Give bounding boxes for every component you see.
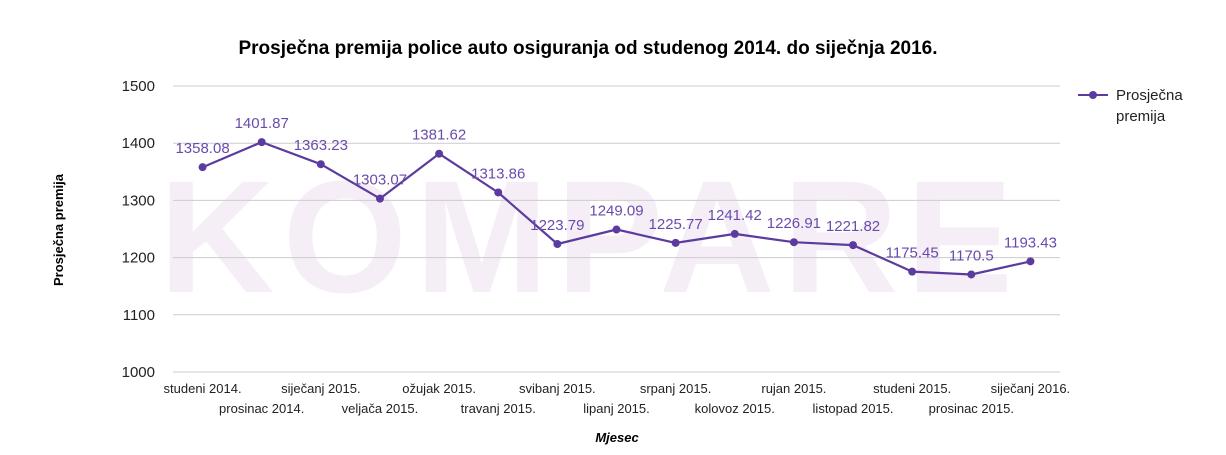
data-label: 1241.42 xyxy=(708,207,762,224)
legend-marker xyxy=(1089,91,1097,99)
x-tick-label: studeni 2015. xyxy=(873,381,951,396)
x-tick-label: rujan 2015. xyxy=(761,381,826,396)
legend-label-line-2: premija xyxy=(1116,108,1166,125)
chart-title: Prosječna premija police auto osiguranja… xyxy=(238,38,937,59)
x-tick-label: siječanj 2015. xyxy=(281,381,361,396)
data-point xyxy=(612,225,621,234)
data-label: 1313.86 xyxy=(471,165,525,182)
data-point xyxy=(257,138,266,147)
x-tick-label: prosinac 2014. xyxy=(219,401,304,416)
y-axis-ticks: 1000 1100 1200 1300 1400 1500 xyxy=(122,78,155,381)
y-tick-label: 1400 xyxy=(122,135,155,152)
data-label: 1381.62 xyxy=(412,127,466,144)
data-label: 1363.23 xyxy=(294,137,348,154)
data-point xyxy=(908,267,917,276)
data-point xyxy=(730,229,739,238)
data-point xyxy=(553,239,562,248)
y-axis-title: Prosječna premija xyxy=(51,173,66,286)
legend: Prosječna premija xyxy=(1078,87,1183,125)
data-label: 1226.91 xyxy=(767,215,821,232)
y-tick-label: 1100 xyxy=(123,307,155,324)
data-point xyxy=(316,160,325,169)
x-tick-label: svibanj 2015. xyxy=(519,381,596,396)
data-point xyxy=(198,163,207,172)
data-point xyxy=(375,194,384,203)
x-tick-label: studeni 2014. xyxy=(164,381,242,396)
x-tick-label: lipanj 2015. xyxy=(583,401,650,416)
data-label: 1223.79 xyxy=(530,217,584,234)
data-point xyxy=(849,241,858,250)
y-tick-label: 1300 xyxy=(122,192,155,209)
data-labels: 1358.08 1401.87 1363.23 1303.07 1381.62 1313.… xyxy=(175,115,1057,264)
data-label: 1358.08 xyxy=(175,140,229,157)
data-point xyxy=(1026,257,1035,266)
x-tick-label: srpanj 2015. xyxy=(640,381,712,396)
y-tick-label: 1000 xyxy=(122,364,155,381)
legend-label-line-1: Prosječna xyxy=(1116,87,1183,104)
data-point xyxy=(967,270,976,279)
data-label: 1303.07 xyxy=(353,172,407,189)
x-tick-label: listopad 2015. xyxy=(813,401,894,416)
data-label: 1401.87 xyxy=(235,115,289,132)
data-label: 1170.5 xyxy=(949,247,994,264)
gridlines xyxy=(173,85,1060,373)
x-tick-label: veljača 2015. xyxy=(342,401,419,416)
data-label: 1193.43 xyxy=(1004,234,1057,251)
data-point xyxy=(494,188,503,197)
data-point xyxy=(789,238,798,247)
x-axis-title: Mjesec xyxy=(595,430,639,445)
x-tick-label: travanj 2015. xyxy=(461,401,536,416)
x-tick-label: prosinac 2015. xyxy=(929,401,1014,416)
series-prosjecna-premija xyxy=(198,138,1035,279)
data-point xyxy=(671,238,680,247)
data-point xyxy=(435,149,444,158)
x-tick-label: ožujak 2015. xyxy=(402,381,476,396)
data-label: 1221.82 xyxy=(826,218,880,235)
data-label: 1175.45 xyxy=(886,245,939,262)
data-label: 1225.77 xyxy=(649,216,703,233)
x-tick-label: siječanj 2016. xyxy=(991,381,1071,396)
data-label: 1249.09 xyxy=(589,203,643,220)
y-tick-label: 1500 xyxy=(122,78,155,95)
x-axis-ticks: studeni 2014. prosinac 2014. siječanj 2015… xyxy=(164,381,1071,416)
x-tick-label: kolovoz 2015. xyxy=(695,401,775,416)
y-tick-label: 1200 xyxy=(122,250,155,267)
